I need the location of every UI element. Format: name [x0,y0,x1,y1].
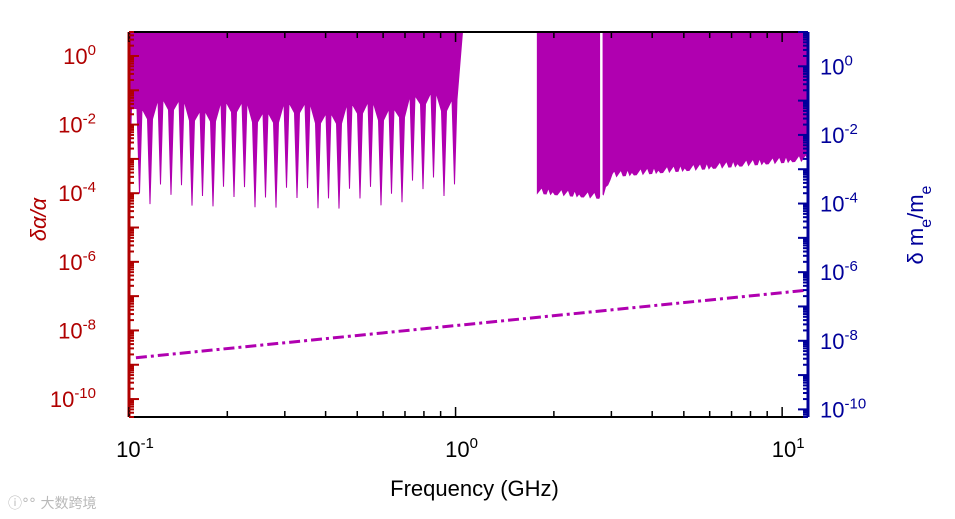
watermark-logo-icon: ⓘ°° [8,496,36,512]
x-tick-label: 10-1 [116,435,154,462]
right-tick-label: 100 [820,52,853,79]
axes: 10-1 100 101 100 10-2 10-4 10-6 10-8 10-10 100 10-… [26,31,935,501]
constraint-band [129,32,463,209]
left-tick-label: 10-4 [58,179,96,206]
x-tick-label: 101 [772,435,805,462]
left-tick-label: 10-10 [50,385,96,412]
watermark-text: 大数跨境 [40,496,97,512]
right-tick-label: 10-8 [820,327,858,354]
constraint-band [536,32,808,199]
right-tick-label: 10-2 [820,121,858,148]
left-tick-label: 10-2 [58,111,96,138]
left-tick-label: 100 [63,42,96,69]
right-tick-label: 10-6 [820,258,858,285]
plot-area [129,32,808,360]
x-axis-title: Frequency (GHz) [390,476,559,501]
left-tick-label: 10-6 [58,248,96,275]
right-axis-title: δ me/me [903,185,935,264]
right-tick-label: 10-4 [820,190,858,217]
band-gap [600,32,603,197]
sensitivity-line [135,288,808,360]
right-tick-label: 10-10 [820,395,866,422]
left-axis-title: δα/α [26,196,51,241]
left-tick-label: 10-8 [58,316,96,343]
x-tick-label: 100 [445,435,478,462]
watermark: ⓘ°° 大数跨境 [8,493,96,513]
